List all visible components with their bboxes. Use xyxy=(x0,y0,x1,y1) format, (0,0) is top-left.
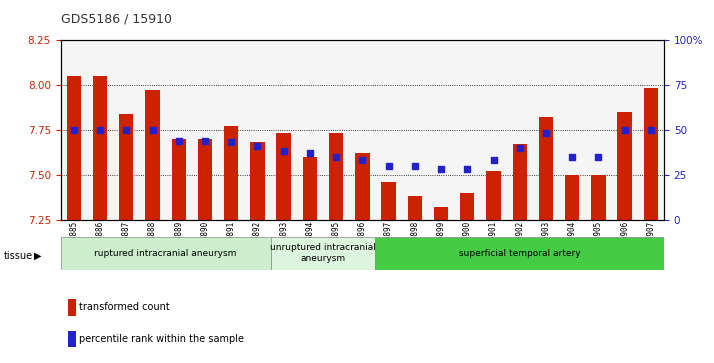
Bar xyxy=(460,193,475,220)
Bar xyxy=(166,40,192,220)
Text: percentile rank within the sample: percentile rank within the sample xyxy=(79,334,244,344)
Bar xyxy=(87,40,113,220)
Point xyxy=(436,166,447,172)
FancyBboxPatch shape xyxy=(271,237,376,270)
Point xyxy=(304,150,316,156)
Bar xyxy=(145,90,160,220)
Bar xyxy=(591,175,605,220)
Bar xyxy=(93,76,107,220)
FancyBboxPatch shape xyxy=(61,237,271,270)
Bar xyxy=(381,182,396,220)
Point xyxy=(488,158,499,163)
Bar xyxy=(585,40,612,220)
Point xyxy=(409,163,421,168)
Bar xyxy=(638,40,664,220)
Bar xyxy=(198,139,212,220)
Bar xyxy=(349,40,376,220)
Text: tissue: tissue xyxy=(4,251,33,261)
Bar xyxy=(329,133,343,220)
Bar xyxy=(171,139,186,220)
Point xyxy=(461,166,473,172)
Bar xyxy=(244,40,271,220)
Bar xyxy=(402,40,428,220)
Point xyxy=(252,143,263,149)
Bar xyxy=(224,126,238,220)
Bar xyxy=(355,153,370,220)
Bar xyxy=(513,144,527,220)
Bar xyxy=(481,40,507,220)
Bar xyxy=(644,89,658,220)
Bar xyxy=(303,157,317,220)
Text: ruptured intracranial aneurysm: ruptured intracranial aneurysm xyxy=(94,249,237,258)
Bar xyxy=(486,171,501,220)
Bar xyxy=(66,76,81,220)
Bar xyxy=(61,40,87,220)
Point xyxy=(199,138,211,143)
Bar xyxy=(139,40,166,220)
Point xyxy=(514,145,526,151)
Bar xyxy=(565,175,580,220)
Text: GDS5186 / 15910: GDS5186 / 15910 xyxy=(61,13,171,26)
Point xyxy=(383,163,394,168)
Text: unruptured intracranial
aneurysm: unruptured intracranial aneurysm xyxy=(270,244,376,263)
Point xyxy=(147,127,159,133)
Point xyxy=(226,139,237,145)
FancyBboxPatch shape xyxy=(376,237,664,270)
Bar xyxy=(618,112,632,220)
Point xyxy=(94,127,106,133)
Bar xyxy=(408,196,422,220)
Bar xyxy=(559,40,585,220)
Bar xyxy=(192,40,218,220)
Point xyxy=(121,127,132,133)
Text: ▶: ▶ xyxy=(34,251,42,261)
Bar xyxy=(218,40,244,220)
Point xyxy=(593,154,604,160)
Bar xyxy=(376,40,402,220)
Point xyxy=(331,154,342,160)
Point xyxy=(68,127,79,133)
Bar xyxy=(250,142,265,220)
Point xyxy=(356,158,368,163)
Bar xyxy=(454,40,481,220)
Bar xyxy=(113,40,139,220)
Bar xyxy=(428,40,454,220)
Text: superficial temporal artery: superficial temporal artery xyxy=(459,249,580,258)
Point xyxy=(540,130,552,136)
Bar xyxy=(323,40,349,220)
Text: transformed count: transformed count xyxy=(79,302,170,313)
Point xyxy=(566,154,578,160)
Bar xyxy=(276,133,291,220)
Bar xyxy=(297,40,323,220)
Bar xyxy=(539,117,553,220)
Point xyxy=(278,148,289,154)
Point xyxy=(173,138,184,143)
Bar xyxy=(612,40,638,220)
Point xyxy=(645,127,657,133)
Bar xyxy=(119,114,134,220)
Bar xyxy=(507,40,533,220)
Point xyxy=(619,127,630,133)
Bar xyxy=(434,207,448,220)
Bar xyxy=(533,40,559,220)
Bar xyxy=(271,40,297,220)
